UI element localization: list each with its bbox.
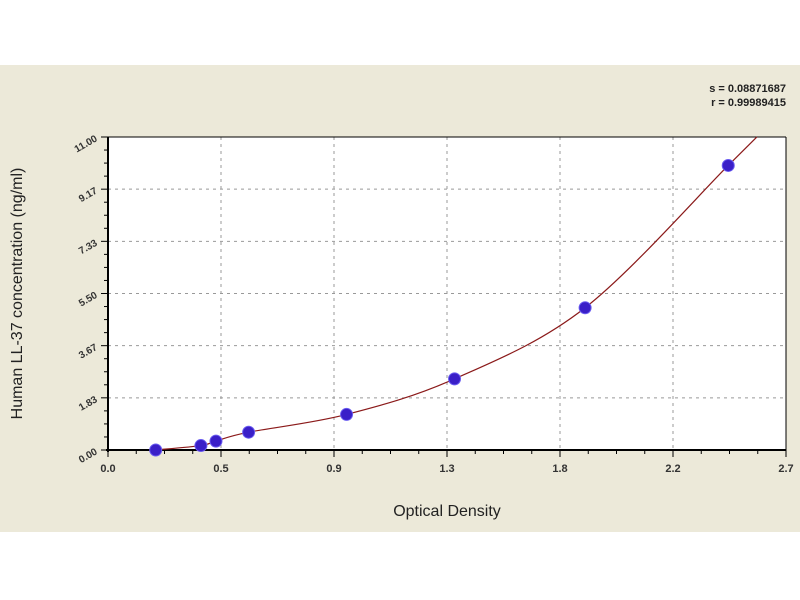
x-tick-label: 0.9 [326,463,341,475]
x-tick-label: 2.7 [778,463,793,475]
stat-r: r = 0.99989415 [711,97,786,109]
y-tick-label: 11.00 [73,133,100,155]
x-tick-label: 2.2 [665,463,680,475]
data-point [209,434,223,448]
data-point [721,158,735,172]
x-tick-label: 0.5 [213,463,228,475]
fit-statistics: s = 0.08871687 r = 0.99989415 [709,82,786,110]
x-tick-label: 0.0 [100,463,115,475]
data-point [194,439,208,453]
x-tick-label: 1.3 [439,463,454,475]
data-point [448,372,462,386]
data-point [340,407,354,421]
y-axis-label: Human LL-37 concentration (ng/ml) [9,168,26,420]
data-point [578,301,592,315]
y-tick-label: 5.50 [77,290,100,309]
stat-s: s = 0.08871687 [709,83,786,95]
y-tick-label: 9.17 [77,185,100,204]
data-point [149,443,163,457]
y-tick-label: 1.83 [77,394,100,413]
data-point [242,425,256,439]
x-axis-label: Optical Density [393,503,501,520]
y-tick-label: 7.33 [77,238,100,257]
x-tick-label: 1.8 [552,463,567,475]
y-tick-label: 0.00 [77,446,100,465]
y-tick-label: 3.67 [77,342,100,361]
